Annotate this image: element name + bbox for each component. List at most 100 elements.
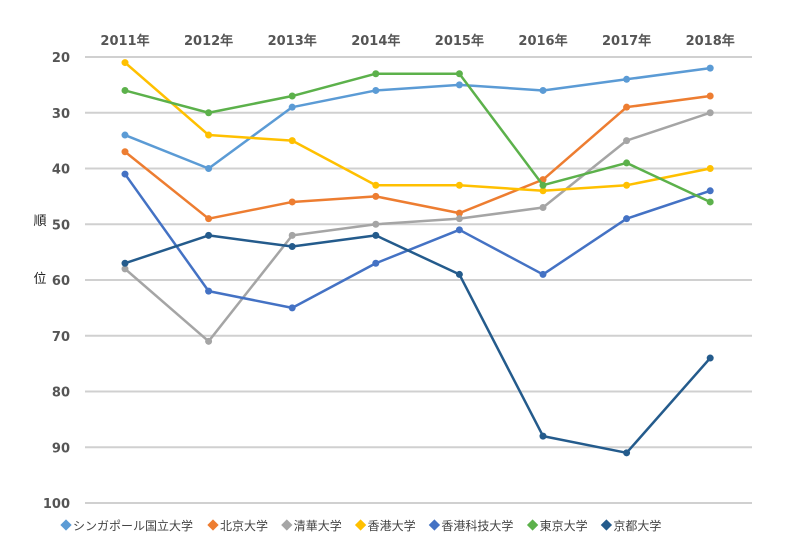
data-point — [539, 86, 547, 94]
series-line — [124, 72, 711, 204]
data-point — [121, 86, 129, 94]
data-point — [372, 231, 380, 239]
series-3 — [121, 59, 714, 195]
data-point — [623, 215, 631, 223]
data-point — [372, 259, 380, 267]
data-point — [205, 337, 213, 345]
y-tick-label: 60 — [52, 274, 70, 289]
legend-item: 清華大学 — [281, 518, 342, 533]
legend-item: 北京大学 — [207, 518, 268, 533]
legend-label: 北京大学 — [220, 518, 268, 533]
data-point — [623, 449, 631, 457]
x-tick-label: 2013年 — [268, 33, 317, 49]
data-point — [121, 59, 129, 67]
legend-item: 京都大学 — [600, 518, 661, 533]
y-tick-label: 30 — [52, 107, 70, 122]
series-0 — [121, 64, 714, 172]
series-line — [124, 111, 711, 343]
x-tick-label: 2015年 — [435, 33, 484, 49]
data-point — [288, 231, 296, 239]
data-point — [121, 148, 129, 156]
series-line — [124, 94, 711, 220]
legend-marker — [207, 519, 219, 531]
data-point — [121, 131, 129, 139]
y-axis-label: 順位 — [33, 214, 46, 287]
data-point — [288, 304, 296, 312]
legend-marker — [428, 519, 441, 531]
legend-label: 京都大学 — [613, 518, 661, 533]
series-line — [124, 234, 712, 455]
legend-item: 東京大学 — [526, 518, 588, 533]
y-axis-label-char: 順 — [33, 214, 46, 229]
legend-item: 香港大学 — [354, 518, 416, 533]
series-lines — [121, 59, 714, 457]
y-tick-label: 90 — [52, 441, 70, 456]
y-axis-label-char: 位 — [33, 272, 46, 287]
data-point — [205, 215, 213, 223]
gridlines — [85, 56, 752, 504]
legend: シンガポール国立大学 北京大学 清華大学 香港大学 香港科技大学 東京大学 京都大学 — [60, 518, 661, 533]
data-point — [623, 103, 631, 111]
data-point — [706, 198, 714, 206]
legend-item: シンガポール国立大学 — [60, 518, 193, 533]
x-tick-label: 2012年 — [184, 33, 233, 49]
data-point — [288, 103, 296, 111]
y-tick-label: 80 — [52, 386, 70, 401]
data-point — [288, 198, 296, 206]
x-tick-label: 2011年 — [100, 33, 149, 49]
data-point — [623, 137, 631, 145]
x-tick-label: 2017年 — [602, 33, 651, 49]
data-point — [706, 64, 714, 72]
data-point — [455, 209, 463, 217]
data-point — [539, 187, 547, 195]
legend-marker — [526, 519, 539, 531]
data-point — [372, 181, 380, 189]
legend-label: 東京大学 — [540, 518, 588, 533]
series-line — [124, 61, 711, 193]
data-point — [706, 92, 714, 100]
data-point — [539, 270, 547, 278]
data-point — [706, 187, 714, 195]
x-axis-ticks: 2011年 2012年 2013年 2014年 2015年 2016年 2017年 2018年 — [100, 33, 734, 49]
data-point — [288, 137, 296, 145]
data-point — [372, 70, 380, 78]
legend-label: 香港科技大学 — [441, 518, 513, 533]
data-point — [288, 92, 296, 100]
data-point — [288, 243, 296, 251]
data-point — [455, 81, 463, 89]
data-point — [121, 265, 129, 273]
legend-item: 香港科技大学 — [428, 518, 513, 533]
series-6 — [121, 231, 714, 457]
data-point — [121, 170, 129, 178]
legend-marker — [60, 519, 72, 531]
legend-marker — [600, 519, 613, 531]
series-line — [123, 173, 711, 310]
x-tick-label: 2018年 — [686, 33, 735, 49]
data-point — [539, 432, 547, 440]
series-1 — [121, 92, 714, 223]
y-tick-label: 100 — [43, 497, 70, 512]
data-point — [706, 354, 714, 362]
legend-label: 香港大学 — [368, 518, 416, 533]
data-point — [205, 109, 213, 117]
x-tick-label: 2016年 — [518, 33, 567, 49]
data-point — [455, 70, 463, 78]
data-point — [623, 75, 631, 83]
y-axis-ticks: 20 30 40 50 60 70 80 90 100 — [43, 51, 70, 512]
data-point — [455, 270, 463, 278]
y-tick-label: 70 — [52, 330, 70, 345]
data-point — [372, 220, 380, 228]
data-point — [205, 165, 213, 172]
y-tick-label: 20 — [52, 51, 70, 66]
series-2 — [121, 109, 714, 345]
y-tick-label: 40 — [52, 163, 70, 178]
data-point — [121, 259, 129, 267]
legend-marker — [281, 519, 293, 531]
y-tick-label: 50 — [52, 218, 70, 233]
data-point — [372, 86, 380, 94]
data-point — [539, 181, 547, 189]
data-point — [205, 131, 213, 139]
series-4 — [121, 170, 714, 312]
data-point — [205, 287, 213, 295]
